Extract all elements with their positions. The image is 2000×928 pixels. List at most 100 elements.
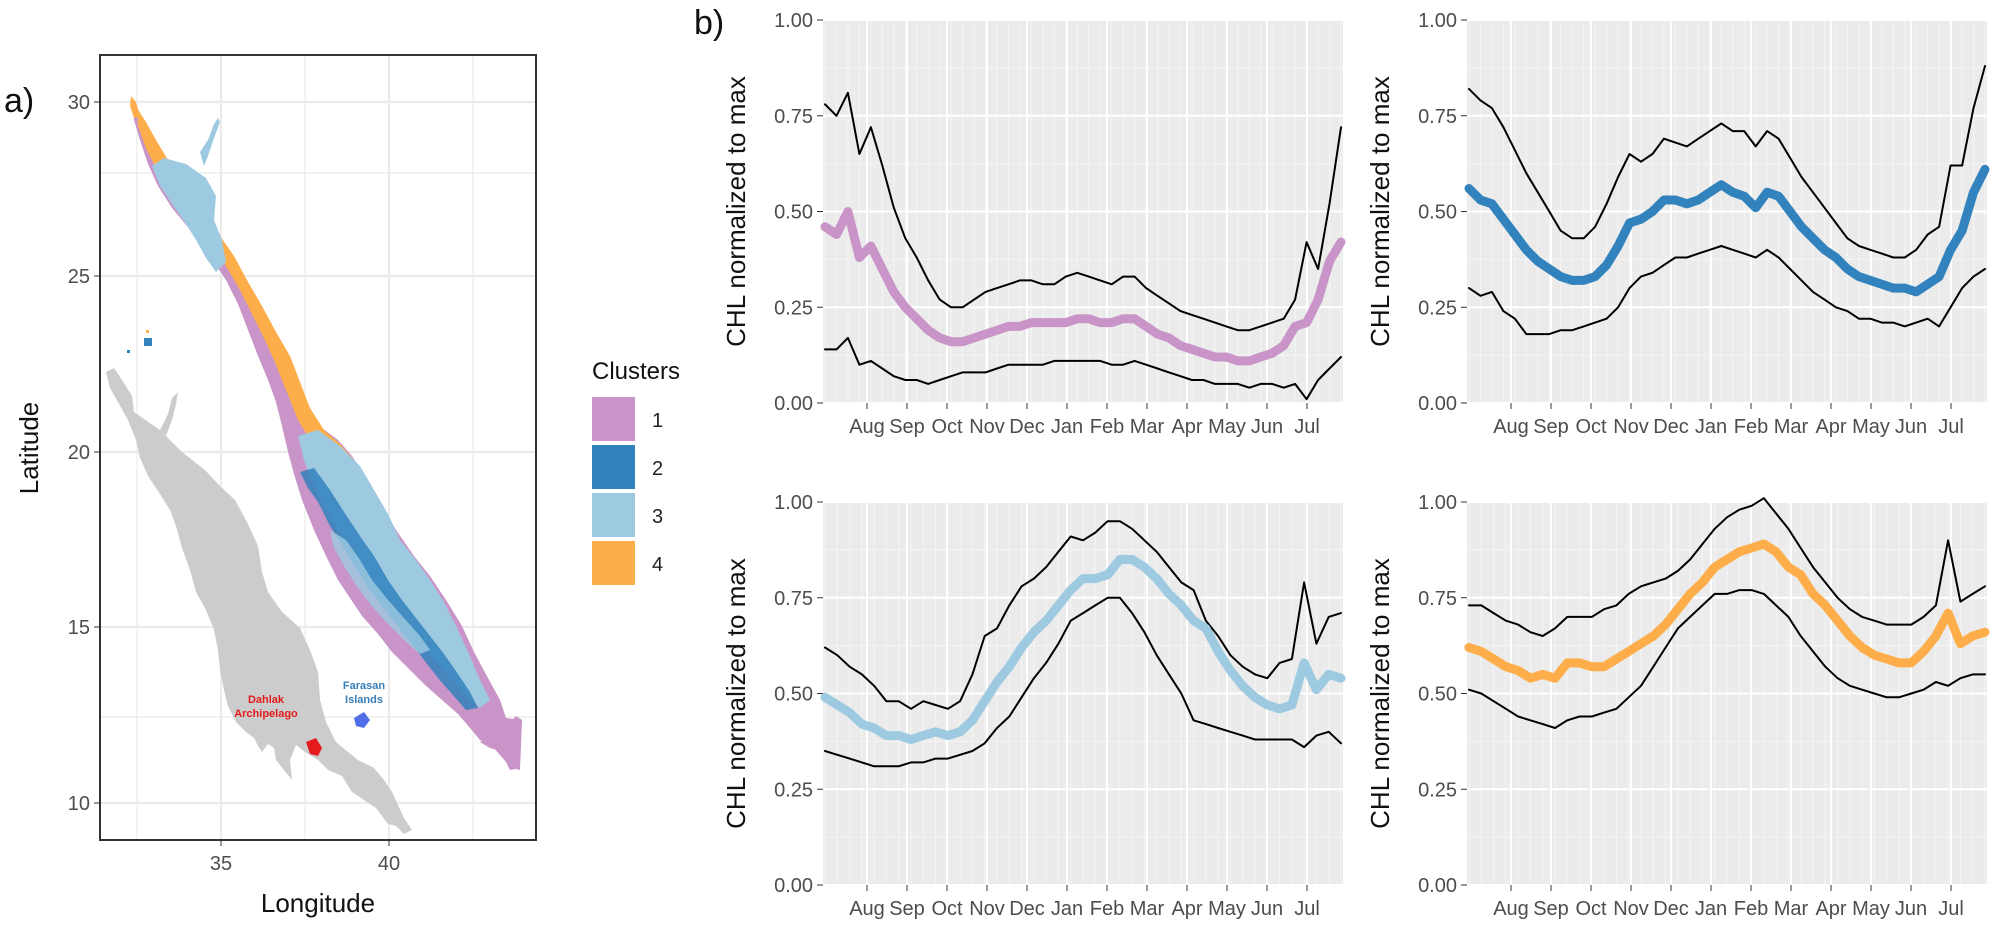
x-tick-label: Feb: [1734, 898, 1768, 920]
legend-label-1: 1: [652, 410, 663, 432]
x-tick-label: May: [1208, 898, 1246, 920]
map-y-axis: 30 25 20 15 10: [68, 92, 100, 815]
grey-sea-outline: [106, 368, 412, 834]
legend-swatch-2: [592, 445, 635, 489]
grey-gulf: [160, 392, 178, 436]
y-axis-title: CHL normalized to max: [721, 76, 751, 347]
series-line-mean: [820, 555, 1346, 744]
series-line-lower: [824, 336, 1342, 401]
chart-cluster-3: 0.00 0.25 0.50 0.75 1.00 Aug Sep Oct Nov Dec Jan Fe…: [721, 492, 1346, 920]
series-line-lower: [1468, 589, 1986, 729]
x-tick-label: May: [1852, 898, 1890, 920]
cluster-region-2: [300, 468, 478, 710]
series-line-upper: [1468, 65, 1986, 259]
series-line-lower: [1468, 245, 1986, 336]
isolated-cluster-spot-3: [127, 350, 130, 353]
x-tick-label: May: [1852, 416, 1890, 438]
y-tick-label: 0.25: [1418, 297, 1457, 319]
chart-cluster-1: 0.00 0.25 0.50 0.75 1.00 Aug Sep Oct Nov Dec Jan Fe…: [721, 10, 1346, 438]
x-tick-label: Jan: [1695, 416, 1727, 438]
cluster-region-3: [152, 158, 226, 272]
x-tick-label: Sep: [889, 898, 925, 920]
x-tick-label: Nov: [969, 898, 1005, 920]
x-tick-label: Nov: [1613, 898, 1649, 920]
legend-label-3: 3: [652, 506, 663, 528]
x-tick-label: Apr: [1815, 416, 1846, 438]
annotation-archipelago: Archipelago: [234, 708, 298, 720]
gulf-of-aqaba: [200, 118, 220, 166]
x-tick-label: Jun: [1895, 416, 1927, 438]
farasan-islands-marker: [354, 712, 370, 728]
x-tick-label: Nov: [1613, 416, 1649, 438]
y-tick-label: 0.75: [774, 106, 813, 128]
map-y-axis-title: Latitude: [14, 402, 44, 495]
x-tick-label: Jul: [1294, 898, 1320, 920]
x-tick-label: Jan: [1695, 898, 1727, 920]
x-tick-label: Jun: [1251, 416, 1283, 438]
y-axis-title: CHL normalized to max: [1365, 558, 1395, 829]
cluster-region-3b: [298, 430, 490, 708]
annotation-farasan: Farasan: [343, 680, 385, 692]
map-x-axis: 35 40: [210, 840, 400, 875]
y-tick-label: 1.00: [1418, 492, 1457, 514]
y-axis-title: CHL normalized to max: [1365, 76, 1395, 347]
x-tick-label: Jun: [1895, 898, 1927, 920]
y-tick-label: 0.00: [1418, 393, 1457, 415]
x-tick-label: Oct: [1575, 898, 1607, 920]
chart-cluster-4: 0.00 0.25 0.50 0.75 1.00 Aug Sep Oct Nov Dec Jan Fe…: [1365, 492, 1990, 920]
y-tick-label: 0.00: [774, 393, 813, 415]
series-line-mean: [1464, 164, 1990, 297]
map-y-tick-20: 20: [68, 442, 90, 464]
legend-swatch-3: [592, 493, 635, 537]
y-tick-label: 0.25: [774, 297, 813, 319]
y-tick-label: 0.50: [774, 202, 813, 224]
y-tick-label: 0.00: [1418, 875, 1457, 897]
x-tick-label: Oct: [931, 898, 963, 920]
x-tick-label: Sep: [889, 416, 925, 438]
series-line-mean: [820, 207, 1346, 366]
y-tick-label: 0.75: [1418, 106, 1457, 128]
x-tick-label: Sep: [1533, 416, 1569, 438]
map-y-tick-25: 25: [68, 266, 90, 288]
y-tick-label: 0.75: [1418, 588, 1457, 610]
y-tick-label: 0.75: [774, 588, 813, 610]
x-tick-label: Apr: [1171, 416, 1202, 438]
x-tick-label: Dec: [1009, 898, 1045, 920]
dahlak-archipelago-marker: [306, 738, 322, 756]
isolated-cluster-spot-2: [146, 330, 149, 333]
x-tick-label: Jul: [1294, 416, 1320, 438]
y-tick-label: 0.00: [774, 875, 813, 897]
x-tick-label: Aug: [849, 416, 885, 438]
x-tick-label: Jul: [1938, 898, 1964, 920]
x-tick-label: Apr: [1815, 898, 1846, 920]
map-x-axis-title: Longitude: [261, 888, 375, 918]
map-x-tick-35: 35: [210, 853, 232, 875]
cluster-region-3c: [330, 530, 430, 654]
legend-label-4: 4: [652, 554, 663, 576]
y-tick-label: 0.25: [774, 779, 813, 801]
y-tick-label: 0.50: [1418, 202, 1457, 224]
isolated-cluster-spot: [144, 338, 152, 346]
y-tick-label: 1.00: [774, 10, 813, 32]
x-tick-label: Feb: [1090, 416, 1124, 438]
y-tick-label: 0.50: [774, 684, 813, 706]
series-line-upper: [1468, 497, 1986, 637]
x-tick-label: Mar: [1130, 416, 1165, 438]
series-line-upper: [824, 91, 1342, 332]
series-line-lower: [824, 596, 1342, 768]
x-tick-label: Oct: [931, 416, 963, 438]
panel-a: a): [4, 54, 680, 918]
x-tick-label: Aug: [1493, 416, 1529, 438]
x-tick-label: Dec: [1009, 416, 1045, 438]
x-tick-label: Feb: [1090, 898, 1124, 920]
x-tick-label: Dec: [1653, 416, 1689, 438]
x-tick-label: Nov: [969, 416, 1005, 438]
y-tick-label: 1.00: [774, 492, 813, 514]
y-tick-label: 1.00: [1418, 10, 1457, 32]
map-frame: [99, 54, 537, 841]
annotation-dahlak: Dahlak: [248, 694, 285, 706]
x-tick-label: Aug: [1493, 898, 1529, 920]
series-line-upper: [824, 520, 1342, 710]
x-tick-label: Jul: [1938, 416, 1964, 438]
